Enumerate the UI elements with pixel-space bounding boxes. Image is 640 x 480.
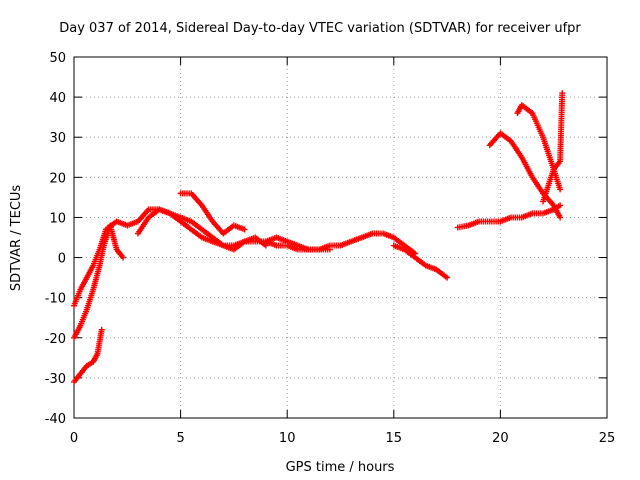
x-tick-label: 15 (386, 431, 403, 446)
x-tick-label: 5 (176, 431, 184, 446)
y-tick-labels: -40 -30 -20 -10 0 10 20 30 40 50 (45, 51, 66, 427)
y-axis-label: SDTVAR / TECUs (9, 185, 24, 292)
x-tick-label: 20 (492, 431, 509, 446)
y-tick-label: 30 (49, 131, 66, 146)
data-point (326, 246, 333, 253)
data-point (444, 274, 451, 281)
y-tick-label: 50 (49, 51, 66, 66)
y-tick-label: 20 (49, 171, 66, 186)
plot-frame (73, 56, 608, 419)
y-tick-label: -20 (45, 332, 66, 347)
series-arc-g (390, 242, 451, 281)
x-tick-label: 25 (599, 431, 616, 446)
y-tick-label: -10 (45, 292, 66, 307)
data-point (557, 214, 564, 221)
data-point (120, 254, 127, 261)
series-arc-e (177, 190, 248, 237)
series-arc-c (71, 326, 105, 385)
y-tick-label: 10 (49, 211, 66, 226)
data-point (241, 226, 248, 233)
series-arc-i (486, 130, 564, 221)
series-arc-b (71, 222, 127, 341)
data-point (98, 326, 105, 333)
series-arc-h (454, 202, 564, 231)
series-arc-j (514, 102, 564, 193)
series-arc-f (262, 234, 333, 253)
series-arc-d (134, 206, 269, 253)
data-points (71, 90, 566, 385)
y-tick-label: -40 (45, 412, 66, 427)
axes-frame (73, 56, 608, 419)
data-point (559, 90, 566, 97)
data-point (557, 186, 564, 193)
x-tick-label: 10 (279, 431, 296, 446)
y-tick-label: 40 (49, 91, 66, 106)
x-tick-label: 0 (70, 431, 78, 446)
x-tick-labels: 0 5 10 15 20 25 (70, 431, 615, 446)
y-tick-label: -30 (45, 372, 66, 387)
x-axis-label: GPS time / hours (286, 460, 395, 475)
series-arc-k (540, 90, 566, 205)
chart-title: Day 037 of 2014, Sidereal Day-to-day VTE… (59, 21, 581, 36)
data-point (557, 202, 564, 209)
y-tick-label: 0 (58, 252, 66, 267)
